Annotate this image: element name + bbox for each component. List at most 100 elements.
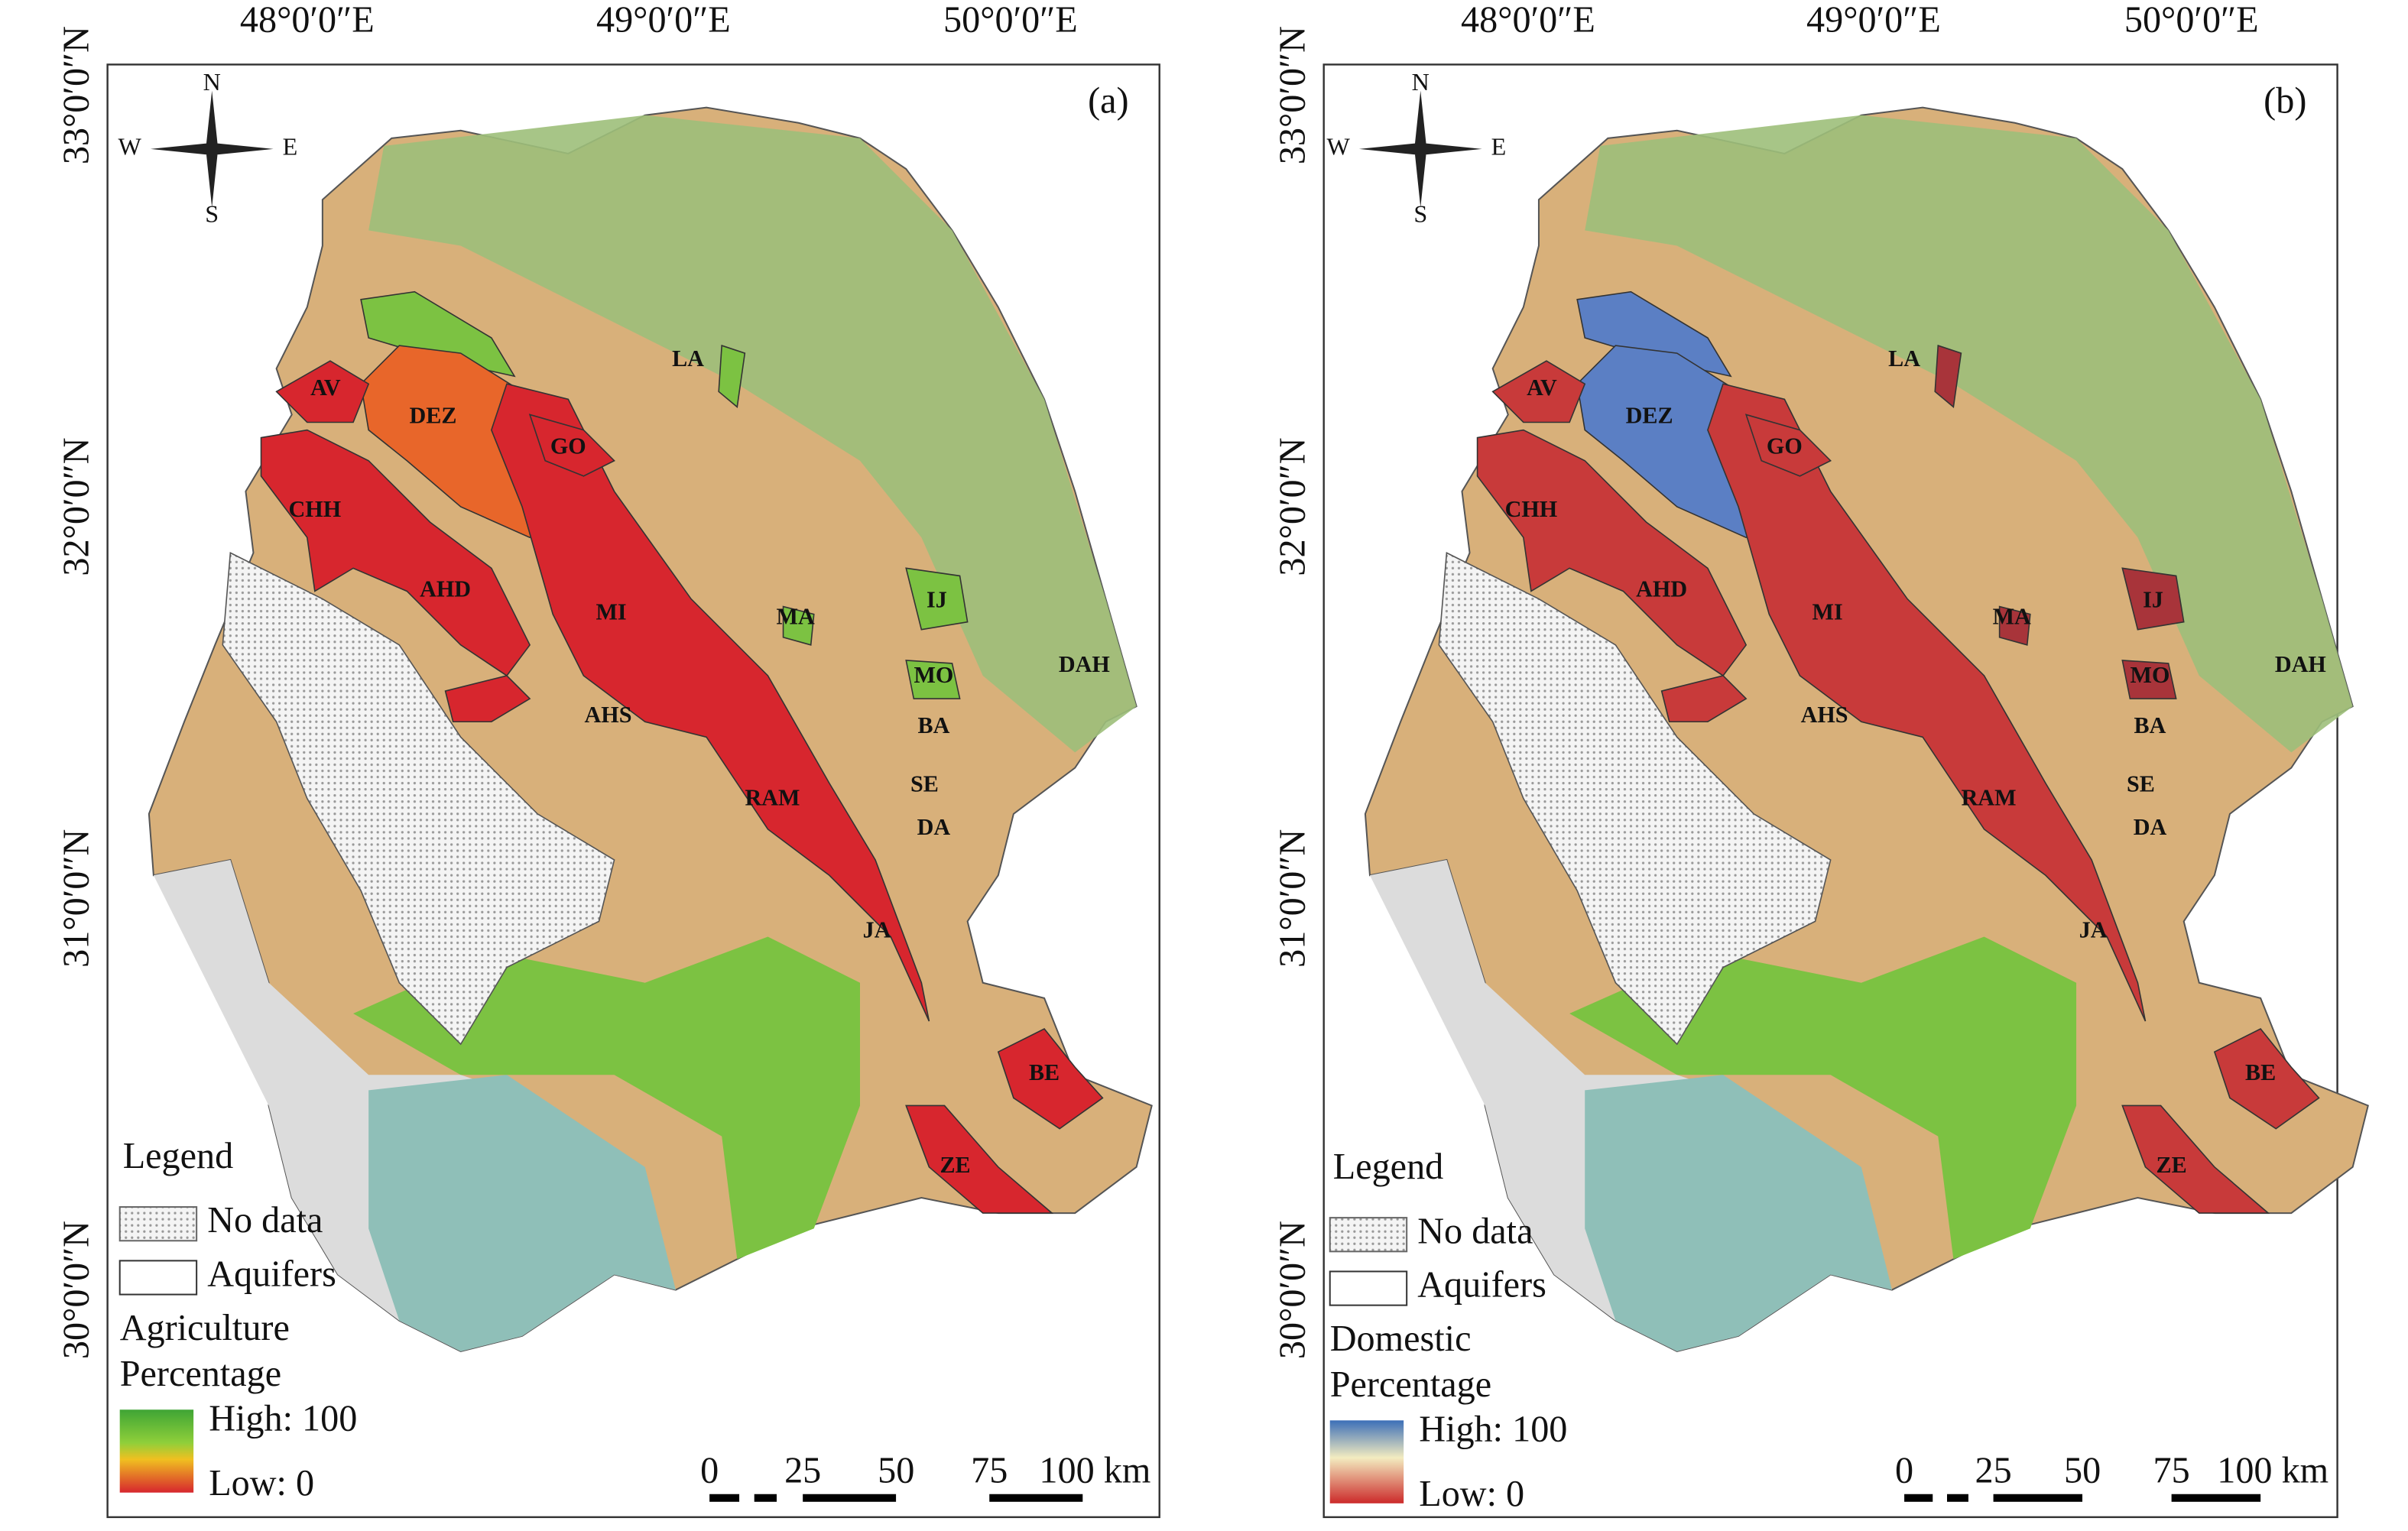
aquifer [528, 414, 615, 477]
compass-e: E [1491, 132, 1507, 160]
aquifer [905, 1104, 1054, 1214]
scale-bar-segment [1993, 1494, 2083, 1502]
aquifer [1491, 360, 1586, 423]
aquifer [1576, 290, 1732, 378]
compass-s: S [1413, 200, 1427, 228]
longitude-label: 50°0′0″E [943, 0, 1078, 40]
aquifer-label: AV [1527, 375, 1557, 401]
aquifer [2213, 1028, 2320, 1130]
aquifer [1476, 429, 1748, 677]
legend-layer-title: Domestic [1330, 1319, 1472, 1359]
wetland [1585, 1075, 1892, 1351]
aquifer-label: ZE [940, 1152, 970, 1178]
aquifer-label: ZE [2156, 1152, 2187, 1178]
legend-low: Low: 0 [209, 1463, 314, 1503]
compass-rose [150, 90, 274, 208]
legend-low: Low: 0 [1419, 1474, 1524, 1514]
compass-w: W [118, 132, 141, 160]
compass-n: N [203, 68, 221, 96]
aquifer-label: DAH [1059, 651, 1110, 677]
scale-label: 75 [2153, 1451, 2190, 1491]
compass-rose [1358, 90, 1482, 208]
scale-label: 25 [784, 1451, 821, 1491]
aquifer-label: CHH [1505, 496, 1558, 522]
scale-bar-segment [754, 1494, 777, 1502]
panel-label: (a) [1088, 81, 1129, 122]
scale-bar-segment [2171, 1494, 2261, 1502]
latitude-label: 31°0′0″N [57, 829, 97, 968]
aquifer [1707, 383, 2147, 1022]
scale-label: 50 [878, 1451, 914, 1491]
aquifer [1744, 414, 1832, 477]
aquifer [444, 675, 531, 723]
aquifer [905, 567, 969, 631]
latitude-label: 30°0′0″N [1273, 1221, 1313, 1359]
legend-no-data-swatch [1329, 1217, 1408, 1253]
latitude-label: 33°0′0″N [57, 26, 97, 164]
aquifer-label: BE [1029, 1059, 1060, 1085]
aquifer-label: CHH [289, 496, 342, 522]
compass-e: E [283, 132, 298, 160]
latitude-label: 32°0′0″N [1273, 437, 1313, 576]
scale-label: 25 [1975, 1451, 2011, 1491]
latitude-label: 32°0′0″N [57, 437, 97, 576]
no-data-area [222, 552, 615, 1046]
scale-bar-segment [1904, 1494, 1933, 1502]
aquifer-label: BA [917, 712, 949, 738]
scale-bar-segment [2082, 1494, 2172, 1502]
rangeland [368, 115, 1137, 753]
aquifer-label: LA [1888, 345, 1920, 371]
aquifer [275, 360, 370, 423]
aquifer [905, 660, 961, 699]
aquifer-label: AHD [1636, 576, 1687, 602]
rangeland [1585, 115, 2353, 753]
scale-label: 0 [1895, 1451, 1913, 1491]
aquifer-label: IJ [927, 586, 947, 612]
latitude-label: 33°0′0″N [1273, 26, 1313, 164]
aquifer-label: MA [1993, 604, 2031, 630]
aquifer-label: DEZ [410, 402, 457, 428]
wetland [368, 1075, 676, 1351]
farmland [1569, 936, 2077, 1260]
aquifer-label: JA [2079, 916, 2108, 942]
aquifer-label: MO [2131, 662, 2170, 688]
legend-high: High: 100 [209, 1398, 357, 1439]
aquifer-label: AHS [1801, 702, 1848, 728]
legend-gradient [119, 1409, 194, 1493]
farmland [353, 936, 860, 1260]
aquifer-label: BE [2245, 1059, 2276, 1085]
longitude-label: 50°0′0″E [2124, 0, 2259, 40]
aquifer-label: DAH [2275, 651, 2326, 677]
legend-no-data: No data [207, 1200, 323, 1241]
compass-s: S [205, 200, 219, 228]
aquifer-label: MI [596, 599, 626, 625]
scale-bar-segment [1947, 1494, 1968, 1502]
legend-title: Legend [123, 1136, 234, 1176]
scale-label: 50 [2064, 1451, 2101, 1491]
aquifer [1934, 344, 1962, 408]
longitude-label: 48°0′0″E [240, 0, 375, 40]
aquifer-label: SE [910, 771, 939, 797]
scale-label: 0 [700, 1451, 719, 1491]
legend-high: High: 100 [1419, 1409, 1567, 1449]
legend-layer-title: Percentage [120, 1354, 281, 1394]
scale-bar-segment [1933, 1494, 1947, 1502]
aquifer-label: DA [2134, 814, 2167, 840]
latitude-label: 31°0′0″N [1273, 829, 1313, 968]
aquifer [782, 605, 815, 646]
longitude-label: 48°0′0″E [1461, 0, 1595, 40]
latitude-label: 30°0′0″N [57, 1221, 97, 1359]
aquifer-label: JA [863, 916, 891, 942]
aquifer [718, 344, 746, 408]
aquifer-label: AHD [420, 576, 471, 602]
scale-bar-segment [1968, 1494, 1994, 1502]
compass-w: W [1327, 132, 1351, 160]
aquifer-label: DA [917, 814, 951, 840]
legend-gradient [1329, 1420, 1404, 1503]
scale-bar-segment [739, 1494, 755, 1502]
legend-aquifer-swatch [118, 1260, 198, 1296]
scale-bar-segment [896, 1494, 990, 1502]
